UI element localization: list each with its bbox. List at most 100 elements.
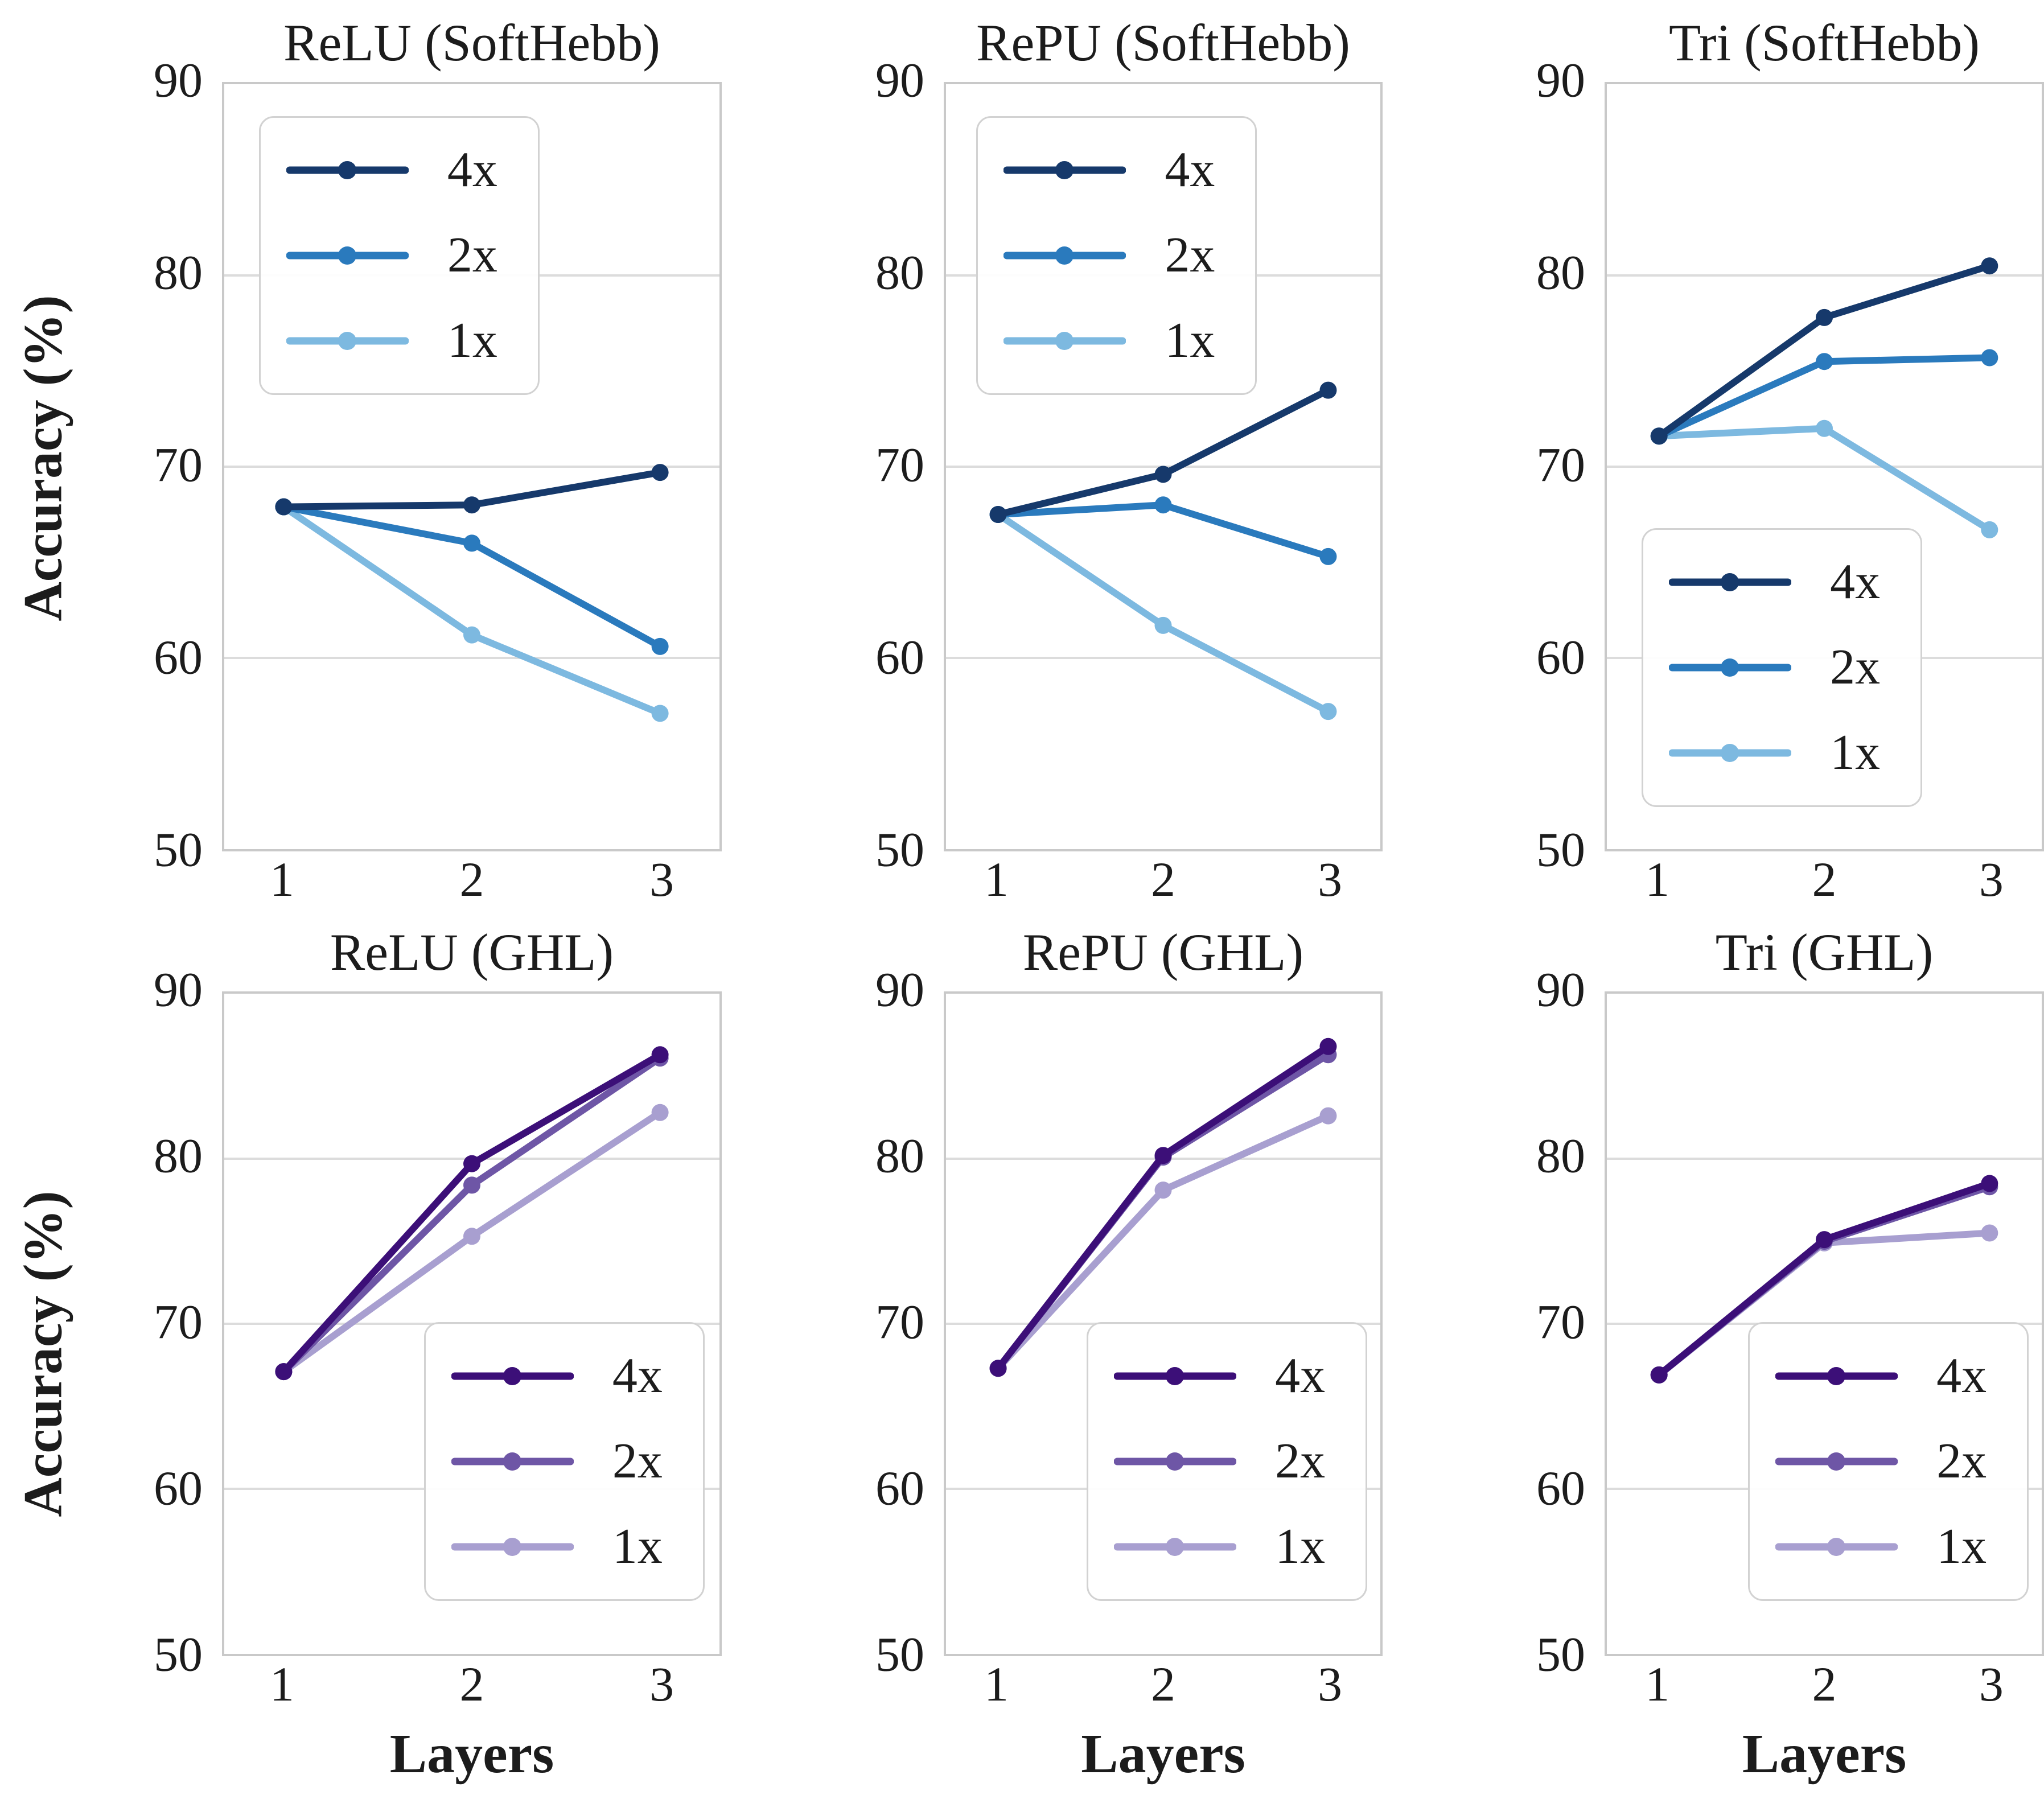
legend-label: 1x [1936, 1519, 1987, 1575]
legend: 4x 2x 1x [976, 116, 1257, 396]
legend-entry-4x: 4x [1669, 557, 1889, 607]
subplot-tri-softhebb: Tri (SoftHebb) 90 80 70 60 50 4x 2x 1x 1 2 3 [1383, 3, 2044, 913]
y-axis-label [722, 3, 807, 913]
legend-label: 1x [1165, 313, 1215, 369]
legend-entry-4x: 4x [451, 1351, 672, 1401]
data-point-4x-layer-1 [989, 1360, 1007, 1377]
legend-line-icon [286, 246, 409, 265]
y-tick-label-80: 80 [1536, 1128, 1585, 1183]
legend-entry-2x: 2x [286, 230, 507, 281]
x-axis-tick-track: 1 2 3 [944, 851, 1383, 913]
data-point-1x-layer-2 [463, 626, 480, 644]
data-point-4x-layer-2 [1154, 1147, 1172, 1164]
y-tick-label-80: 80 [154, 1128, 203, 1183]
legend-entry-2x: 2x [1669, 643, 1889, 693]
subplot-main: Tri (GHL) 90 80 70 60 50 4x 2x 1x 1 2 3 Layers [1468, 913, 2044, 1795]
legend-entry-1x: 1x [1004, 316, 1224, 366]
legend-entry-4x: 4x [1004, 145, 1224, 195]
chart-canvas [1650, 1175, 1998, 1384]
x-tick-label-1: 1 [269, 1657, 294, 1711]
data-point-2x-layer-3 [651, 637, 669, 655]
legend-line-icon [451, 1367, 574, 1386]
data-point-4x-layer-1 [1650, 427, 1668, 445]
legend-entry-2x: 2x [1004, 230, 1224, 281]
x-axis-tick-track: 1 2 3 [1605, 1656, 2044, 1720]
plot-row: 90 80 70 60 50 4x 2x 1x [85, 965, 722, 1679]
subplot-title: Tri (SoftHebb) [1668, 14, 1980, 72]
y-tick-label-50: 50 [875, 1627, 924, 1682]
legend-entry-2x: 2x [1114, 1436, 1334, 1487]
legend-line-icon [1114, 1367, 1237, 1386]
y-tick-label-60: 60 [1536, 1460, 1585, 1516]
legend-label: 1x [1275, 1519, 1326, 1575]
data-point-1x-layer-2 [1154, 616, 1172, 634]
x-tick-label-2: 2 [1812, 852, 1837, 907]
x-axis-label: Layers [1742, 1723, 1907, 1785]
legend-label: 4x [1830, 554, 1881, 610]
x-tick-label-1: 1 [1645, 852, 1670, 907]
legend-line-icon [1004, 246, 1126, 265]
subplot-title: RePU (GHL) [1022, 923, 1304, 981]
data-point-1x-layer-3 [1981, 521, 1998, 538]
x-tick-label-3: 3 [1317, 852, 1342, 907]
x-tick-label-2: 2 [1151, 852, 1175, 907]
x-tick-label-3: 3 [1979, 1657, 2004, 1711]
y-axis-ticks: 90 80 70 60 50 [85, 965, 222, 1679]
data-point-4x-layer-3 [1981, 257, 1998, 275]
legend-line-icon [1114, 1452, 1237, 1471]
series-line-4x [994, 386, 1332, 518]
subplot-repu-ghl: RePU (GHL) 90 80 70 60 50 4x 2x 1x 1 2 3 Layers [722, 913, 1383, 1795]
subplot-title: Tri (GHL) [1715, 923, 1934, 981]
series-line-2x [994, 1051, 1332, 1372]
data-point-1x-layer-3 [1319, 703, 1337, 721]
subplot-main: RePU (SoftHebb) 90 80 70 60 50 4x 2x 1x 1 2 3 [807, 3, 1383, 913]
data-point-4x-layer-2 [463, 1155, 480, 1172]
chart-canvas [275, 1046, 669, 1381]
x-tick-label-3: 3 [1979, 852, 2004, 907]
x-tick-label-2: 2 [1151, 1657, 1175, 1711]
legend-label: 1x [447, 313, 497, 369]
legend-label: 2x [1165, 228, 1215, 283]
legend-label: 4x [1165, 142, 1215, 198]
legend-label: 4x [1936, 1348, 1987, 1404]
y-tick-label-70: 70 [875, 437, 924, 492]
y-tick-label-60: 60 [1536, 629, 1585, 685]
y-tick-label-50: 50 [875, 822, 924, 877]
subplot-repu-softhebb: RePU (SoftHebb) 90 80 70 60 50 4x 2x 1x 1 2 3 [722, 3, 1383, 913]
plot-row: 90 80 70 60 50 4x 2x 1x [85, 56, 722, 874]
legend: 4x 2x 1x [1642, 528, 1923, 808]
subplot-main: ReLU (SoftHebb) 90 80 70 60 50 4x 2x 1x 1 2 3 [85, 3, 722, 913]
y-tick-label-70: 70 [154, 437, 203, 492]
legend-entry-1x: 1x [286, 316, 507, 366]
y-tick-label-80: 80 [1536, 245, 1585, 300]
legend-line-icon [1114, 1538, 1237, 1557]
plot-area: 4x 2x 1x [222, 82, 722, 851]
x-tick-label-2: 2 [459, 1657, 484, 1711]
data-point-4x-layer-3 [651, 1046, 669, 1064]
legend-line-icon [1775, 1452, 1898, 1471]
x-axis-ticks: 1 2 3 [85, 1656, 722, 1720]
data-point-4x-layer-2 [1816, 308, 1833, 326]
plot-row: 90 80 70 60 50 4x 2x 1x [1468, 56, 2044, 874]
data-point-4x-layer-1 [989, 506, 1007, 523]
plot-row: 90 80 70 60 50 4x 2x 1x [807, 965, 1383, 1679]
y-tick-label-90: 90 [1536, 52, 1585, 108]
legend: 4x 2x 1x [1087, 1322, 1368, 1601]
y-tick-label-70: 70 [875, 1294, 924, 1349]
data-point-4x-layer-2 [1816, 1231, 1833, 1249]
data-point-1x-layer-3 [1981, 1224, 1998, 1242]
legend-label: 4x [1275, 1348, 1326, 1404]
subplot-main: Tri (SoftHebb) 90 80 70 60 50 4x 2x 1x 1 2 3 [1468, 3, 2044, 913]
subplot-main: RePU (GHL) 90 80 70 60 50 4x 2x 1x 1 2 3 Layers [807, 913, 1383, 1795]
y-axis-ticks: 90 80 70 60 50 [1468, 965, 1605, 1679]
plot-area: 4x 2x 1x [944, 82, 1383, 851]
data-point-1x-layer-2 [1154, 1181, 1172, 1199]
y-axis-label: Accuracy (%) [12, 295, 73, 621]
x-axis-tick-track: 1 2 3 [222, 851, 722, 913]
x-tick-label-3: 3 [649, 852, 675, 907]
legend-label: 2x [1275, 1434, 1326, 1489]
data-point-1x-layer-3 [651, 1104, 669, 1121]
y-tick-label-90: 90 [875, 962, 924, 1017]
subplot-main: ReLU (GHL) 90 80 70 60 50 4x 2x 1x 1 2 3 Layers [85, 913, 722, 1795]
legend-line-icon [1775, 1367, 1898, 1386]
